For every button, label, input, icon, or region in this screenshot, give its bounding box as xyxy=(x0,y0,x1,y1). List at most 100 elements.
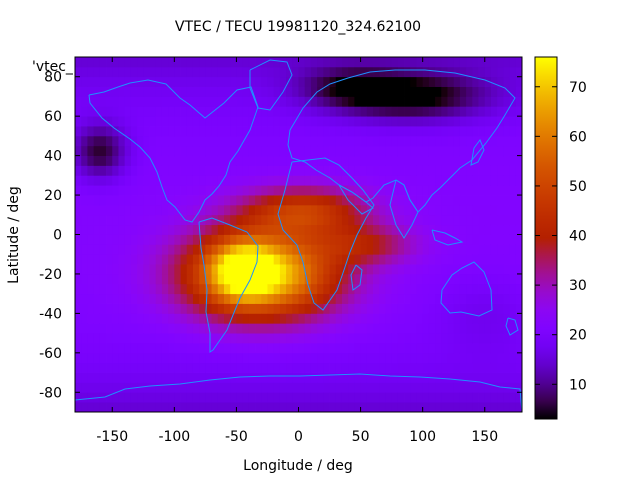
heatmap-cell xyxy=(416,333,424,344)
heatmap-cell xyxy=(180,155,188,166)
heatmap-cell xyxy=(335,204,343,216)
heatmap-cell xyxy=(279,135,287,147)
heatmap-cell xyxy=(410,372,417,383)
heatmap-cell xyxy=(279,273,287,285)
heatmap-cell xyxy=(93,402,101,413)
heatmap-cell xyxy=(416,362,424,373)
heatmap-cell xyxy=(168,96,175,107)
heatmap-cell xyxy=(81,402,88,413)
heatmap-cell xyxy=(447,293,455,304)
heatmap-cell xyxy=(441,86,448,97)
heatmap-cell xyxy=(205,214,212,226)
heatmap-cell xyxy=(490,76,498,87)
heatmap-cell xyxy=(217,175,225,186)
heatmap-cell xyxy=(180,116,188,127)
heatmap-cell xyxy=(472,86,479,97)
heatmap-cell xyxy=(323,362,330,373)
heatmap-cell xyxy=(124,402,132,413)
heatmap-cell xyxy=(391,66,399,78)
heatmap-cell xyxy=(205,185,212,196)
heatmap-cell xyxy=(99,264,107,275)
heatmap-cell xyxy=(379,145,386,157)
heatmap-cell xyxy=(435,165,442,176)
heatmap-cell xyxy=(199,204,206,216)
heatmap-cell xyxy=(81,333,88,344)
heatmap-cell xyxy=(118,372,126,383)
heatmap-cell xyxy=(366,86,374,97)
heatmap-cell xyxy=(447,165,455,176)
heatmap-cell xyxy=(81,214,88,226)
heatmap-cell xyxy=(428,185,436,196)
heatmap-cell xyxy=(261,244,268,255)
heatmap-cell xyxy=(130,264,138,275)
heatmap-cell xyxy=(447,86,455,97)
heatmap-cell xyxy=(137,96,144,107)
heatmap-cell xyxy=(354,283,361,295)
heatmap-cell xyxy=(255,382,262,393)
heatmap-cell xyxy=(459,106,467,117)
heatmap-cell xyxy=(137,214,144,226)
heatmap-cell xyxy=(248,382,256,393)
heatmap-cell xyxy=(366,402,374,413)
heatmap-cell xyxy=(497,224,504,235)
heatmap-cell xyxy=(255,234,262,245)
heatmap-cell xyxy=(292,96,299,107)
heatmap-cell xyxy=(87,303,95,314)
heatmap-cell xyxy=(279,342,287,354)
heatmap-cell xyxy=(323,323,330,334)
heatmap-cell xyxy=(360,402,368,413)
heatmap-cell xyxy=(168,195,175,206)
heatmap-cell xyxy=(397,362,405,373)
heatmap-cell xyxy=(373,293,380,304)
heatmap-cell xyxy=(292,106,299,117)
heatmap-cell xyxy=(373,244,380,255)
heatmap-cell xyxy=(273,76,281,87)
heatmap-cell xyxy=(168,342,175,354)
heatmap-cell xyxy=(348,86,355,97)
heatmap-cell xyxy=(335,165,343,176)
heatmap-cell xyxy=(230,106,237,117)
heatmap-cell xyxy=(360,214,368,226)
heatmap-cell xyxy=(174,96,181,107)
heatmap-cell xyxy=(217,392,225,403)
heatmap-cell xyxy=(391,234,399,245)
heatmap-cell xyxy=(515,362,523,373)
heatmap-cell xyxy=(484,204,492,216)
heatmap-cell xyxy=(348,323,355,334)
heatmap-cell xyxy=(466,402,473,413)
heatmap-cell xyxy=(186,372,194,383)
heatmap-cell xyxy=(273,214,281,226)
heatmap-cell xyxy=(478,382,486,393)
heatmap-cell xyxy=(199,264,206,275)
heatmap-cell xyxy=(255,76,262,87)
heatmap-cell xyxy=(286,244,293,255)
heatmap-cell xyxy=(335,145,343,157)
heatmap-cell xyxy=(248,165,256,176)
heatmap-cell xyxy=(441,234,448,245)
heatmap-cell xyxy=(360,204,368,216)
heatmap-cell xyxy=(428,234,436,245)
heatmap-cell xyxy=(503,86,510,97)
heatmap-cell xyxy=(354,106,361,117)
heatmap-cell xyxy=(75,273,82,285)
heatmap-cell xyxy=(478,145,486,157)
heatmap-cell xyxy=(422,264,430,275)
heatmap-cell xyxy=(106,66,113,78)
heatmap-cell xyxy=(341,135,349,147)
heatmap-cell xyxy=(447,273,455,285)
heatmap-cell xyxy=(453,254,461,265)
heatmap-cell xyxy=(255,165,262,176)
heatmap-cell xyxy=(317,214,324,226)
heatmap-cell xyxy=(155,195,163,206)
heatmap-cell xyxy=(155,342,163,354)
heatmap-cell xyxy=(360,135,368,147)
heatmap-cell xyxy=(323,57,330,68)
heatmap-cell xyxy=(118,392,126,403)
heatmap-cell xyxy=(87,185,95,196)
heatmap-cell xyxy=(441,382,448,393)
heatmap-cell xyxy=(155,352,163,364)
heatmap-cell xyxy=(360,342,368,354)
heatmap-cell xyxy=(93,323,101,334)
heatmap-cell xyxy=(261,283,268,295)
